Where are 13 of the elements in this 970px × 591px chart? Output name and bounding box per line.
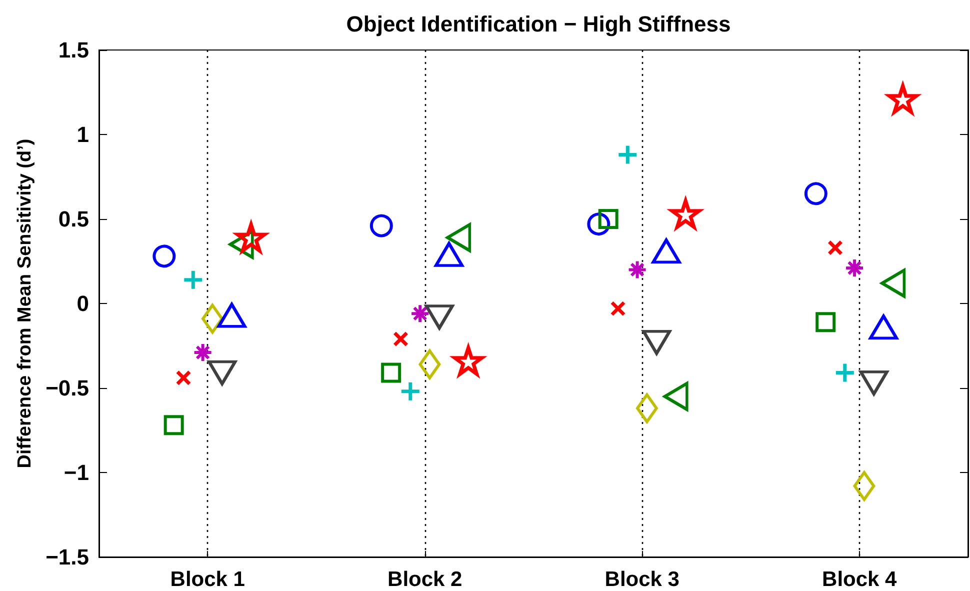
y-tick-label: 0 xyxy=(76,291,89,316)
x-tick-label: Block 1 xyxy=(170,568,246,591)
y-tick-label: 1 xyxy=(76,122,89,147)
y-tick-label: 0.5 xyxy=(58,206,89,232)
y-tick-label: −1.5 xyxy=(46,544,89,570)
x-tick-label: Block 2 xyxy=(388,568,462,591)
y-tick-label: 1.5 xyxy=(58,38,89,62)
x-tick-label: Block 3 xyxy=(604,568,680,591)
x-tick-label: Block 4 xyxy=(822,568,898,591)
y-tick-label: −0.5 xyxy=(46,376,89,400)
y-axis-title: Difference from Mean Sensitivity (d’) xyxy=(14,138,36,468)
chart-title: Object Identification − High Stiffness xyxy=(346,12,731,36)
y-tick-label: −1 xyxy=(64,460,89,485)
